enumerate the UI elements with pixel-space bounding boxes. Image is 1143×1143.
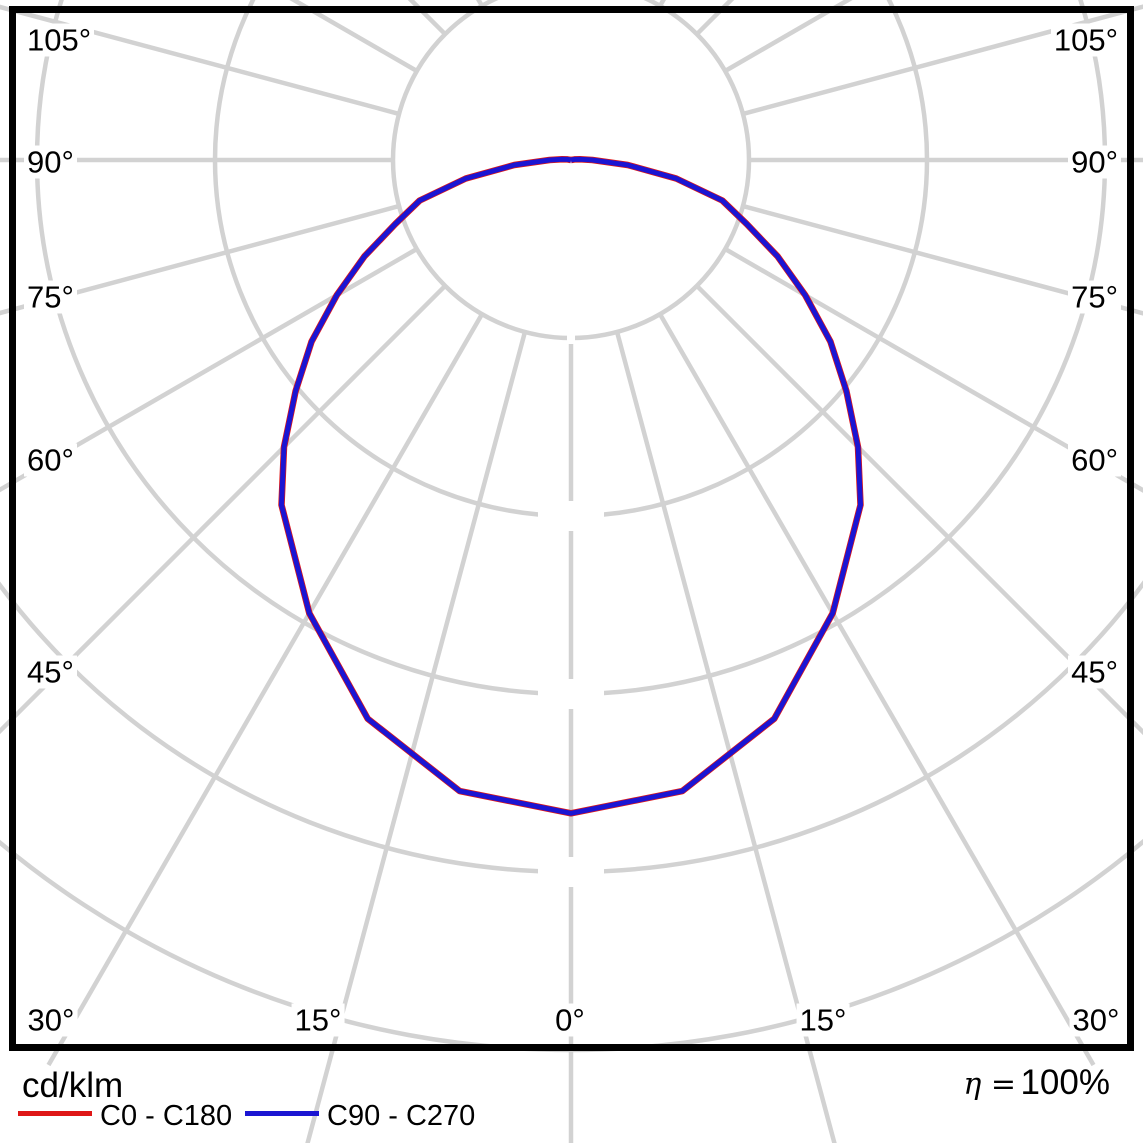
legend-swatch-c0-c180 xyxy=(18,1111,92,1116)
angle-label-bottom-2: 0° xyxy=(552,1003,588,1037)
grid-radial-l30 xyxy=(46,313,484,1067)
grid-radial-l45 xyxy=(0,284,447,735)
axis-value-gap-4 xyxy=(538,857,604,887)
grid-radial-r105 xyxy=(743,4,1143,116)
angle-label-bottom-0: 30° xyxy=(24,1003,78,1037)
axis-inner-gap xyxy=(567,160,575,344)
plot-frame xyxy=(9,6,1134,1051)
angle-label-left-90: 90° xyxy=(24,145,77,179)
angle-label-left-75: 75° xyxy=(24,280,77,314)
angle-label-right-105: 105° xyxy=(1050,23,1121,57)
legend: C0 - C180 C90 - C270 xyxy=(0,1100,700,1132)
angle-label-right-90: 90° xyxy=(1068,145,1121,179)
angle-label-bottom-4: 30° xyxy=(1069,1003,1123,1037)
legend-swatch-c90-c270 xyxy=(245,1111,319,1116)
curve-c90-c270 xyxy=(279,156,863,816)
angle-label-right-45: 45° xyxy=(1068,655,1121,689)
angle-label-right-75: 75° xyxy=(1068,280,1121,314)
angle-label-bottom-1: 15° xyxy=(291,1003,345,1037)
grid-radial-l105 xyxy=(0,4,399,116)
efficiency-readout: η = 100% xyxy=(963,1063,1110,1103)
efficiency-value: 100% xyxy=(1020,1063,1110,1102)
axis-value-gap-3 xyxy=(538,679,604,709)
angle-label-left-45: 45° xyxy=(24,655,77,689)
unit-label: cd/klm xyxy=(22,1066,124,1105)
efficiency-symbol: η = xyxy=(963,1067,1017,1102)
angle-label-right-60: 60° xyxy=(1068,443,1121,477)
axis-value-gap-2 xyxy=(538,501,604,531)
angle-label-left-105: 105° xyxy=(24,23,95,57)
angle-label-bottom-3: 15° xyxy=(796,1003,850,1037)
grid-radial-r30 xyxy=(658,313,1096,1067)
grid-radial-r75 xyxy=(743,204,1143,316)
legend-label-c0-c180: C0 - C180 xyxy=(100,1100,233,1132)
angle-label-left-60: 60° xyxy=(24,443,77,477)
grid-radial-l75 xyxy=(0,204,399,316)
legend-label-c90-c270: C90 - C270 xyxy=(327,1100,476,1132)
grid-radial-r45 xyxy=(695,284,1143,736)
